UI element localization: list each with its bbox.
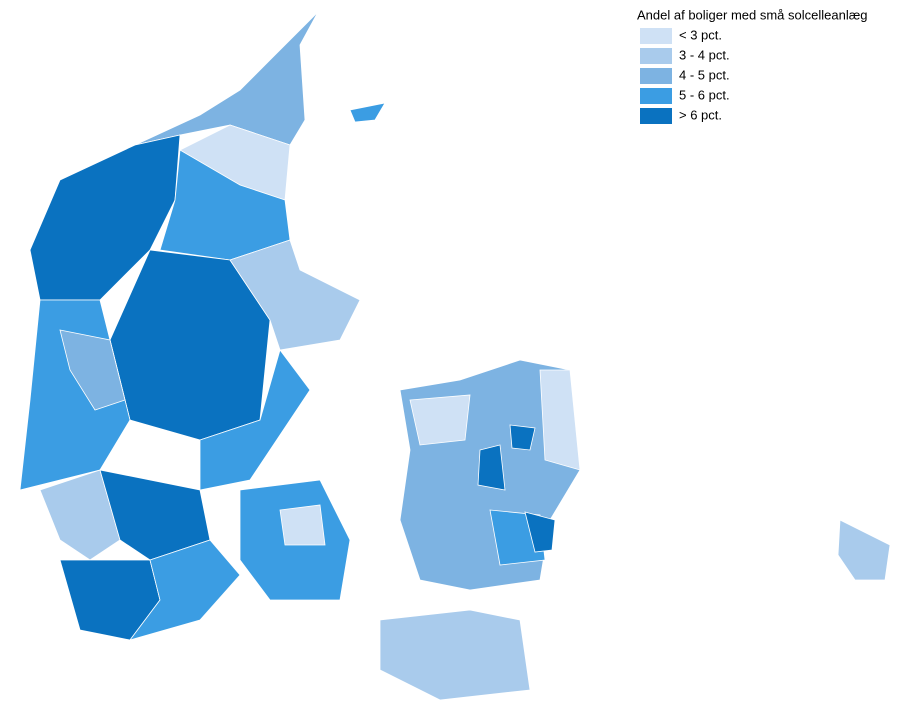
region bbox=[39, 469, 121, 561]
region bbox=[524, 511, 556, 553]
legend-swatch bbox=[640, 28, 672, 44]
region bbox=[199, 349, 311, 491]
region bbox=[477, 444, 506, 491]
region bbox=[509, 424, 536, 451]
region bbox=[279, 504, 326, 546]
legend-label: 4 - 5 pct. bbox=[679, 67, 730, 82]
legend-title: Andel af boliger med små solcelleanlæg bbox=[637, 7, 868, 22]
region bbox=[134, 11, 319, 146]
legend-swatch bbox=[640, 108, 672, 124]
legend-label: 5 - 6 pct. bbox=[679, 87, 730, 102]
region bbox=[229, 239, 361, 351]
legend-label: < 3 pct. bbox=[679, 27, 722, 42]
region bbox=[349, 102, 386, 123]
legend: < 3 pct. 3 - 4 pct. 4 - 5 pct. 5 - 6 pct. > … bbox=[640, 27, 730, 124]
legend-swatch bbox=[640, 68, 672, 84]
region bbox=[379, 609, 531, 701]
municipalities bbox=[19, 11, 891, 701]
legend-swatch bbox=[640, 88, 672, 104]
legend-label: > 6 pct. bbox=[679, 107, 722, 122]
legend-label: 3 - 4 pct. bbox=[679, 47, 730, 62]
legend-swatch bbox=[640, 48, 672, 64]
region bbox=[539, 369, 581, 471]
region bbox=[59, 329, 126, 411]
region bbox=[409, 394, 471, 446]
region bbox=[837, 519, 891, 581]
region bbox=[128, 539, 241, 641]
